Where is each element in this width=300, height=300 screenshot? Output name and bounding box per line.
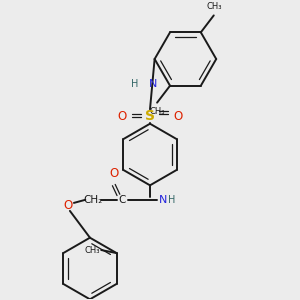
Text: CH₃: CH₃	[84, 245, 100, 254]
Text: N: N	[149, 80, 158, 89]
Text: N: N	[159, 195, 167, 205]
Text: CH₃: CH₃	[149, 107, 165, 116]
Text: O: O	[118, 110, 127, 122]
Text: H: H	[131, 80, 138, 89]
Text: S: S	[145, 109, 155, 123]
Text: CH₃: CH₃	[206, 2, 221, 11]
Text: O: O	[173, 110, 182, 122]
Text: C: C	[118, 195, 126, 205]
Text: CH₂: CH₂	[83, 195, 103, 205]
Text: H: H	[169, 195, 176, 205]
Text: O: O	[109, 167, 118, 180]
Text: O: O	[64, 199, 73, 212]
